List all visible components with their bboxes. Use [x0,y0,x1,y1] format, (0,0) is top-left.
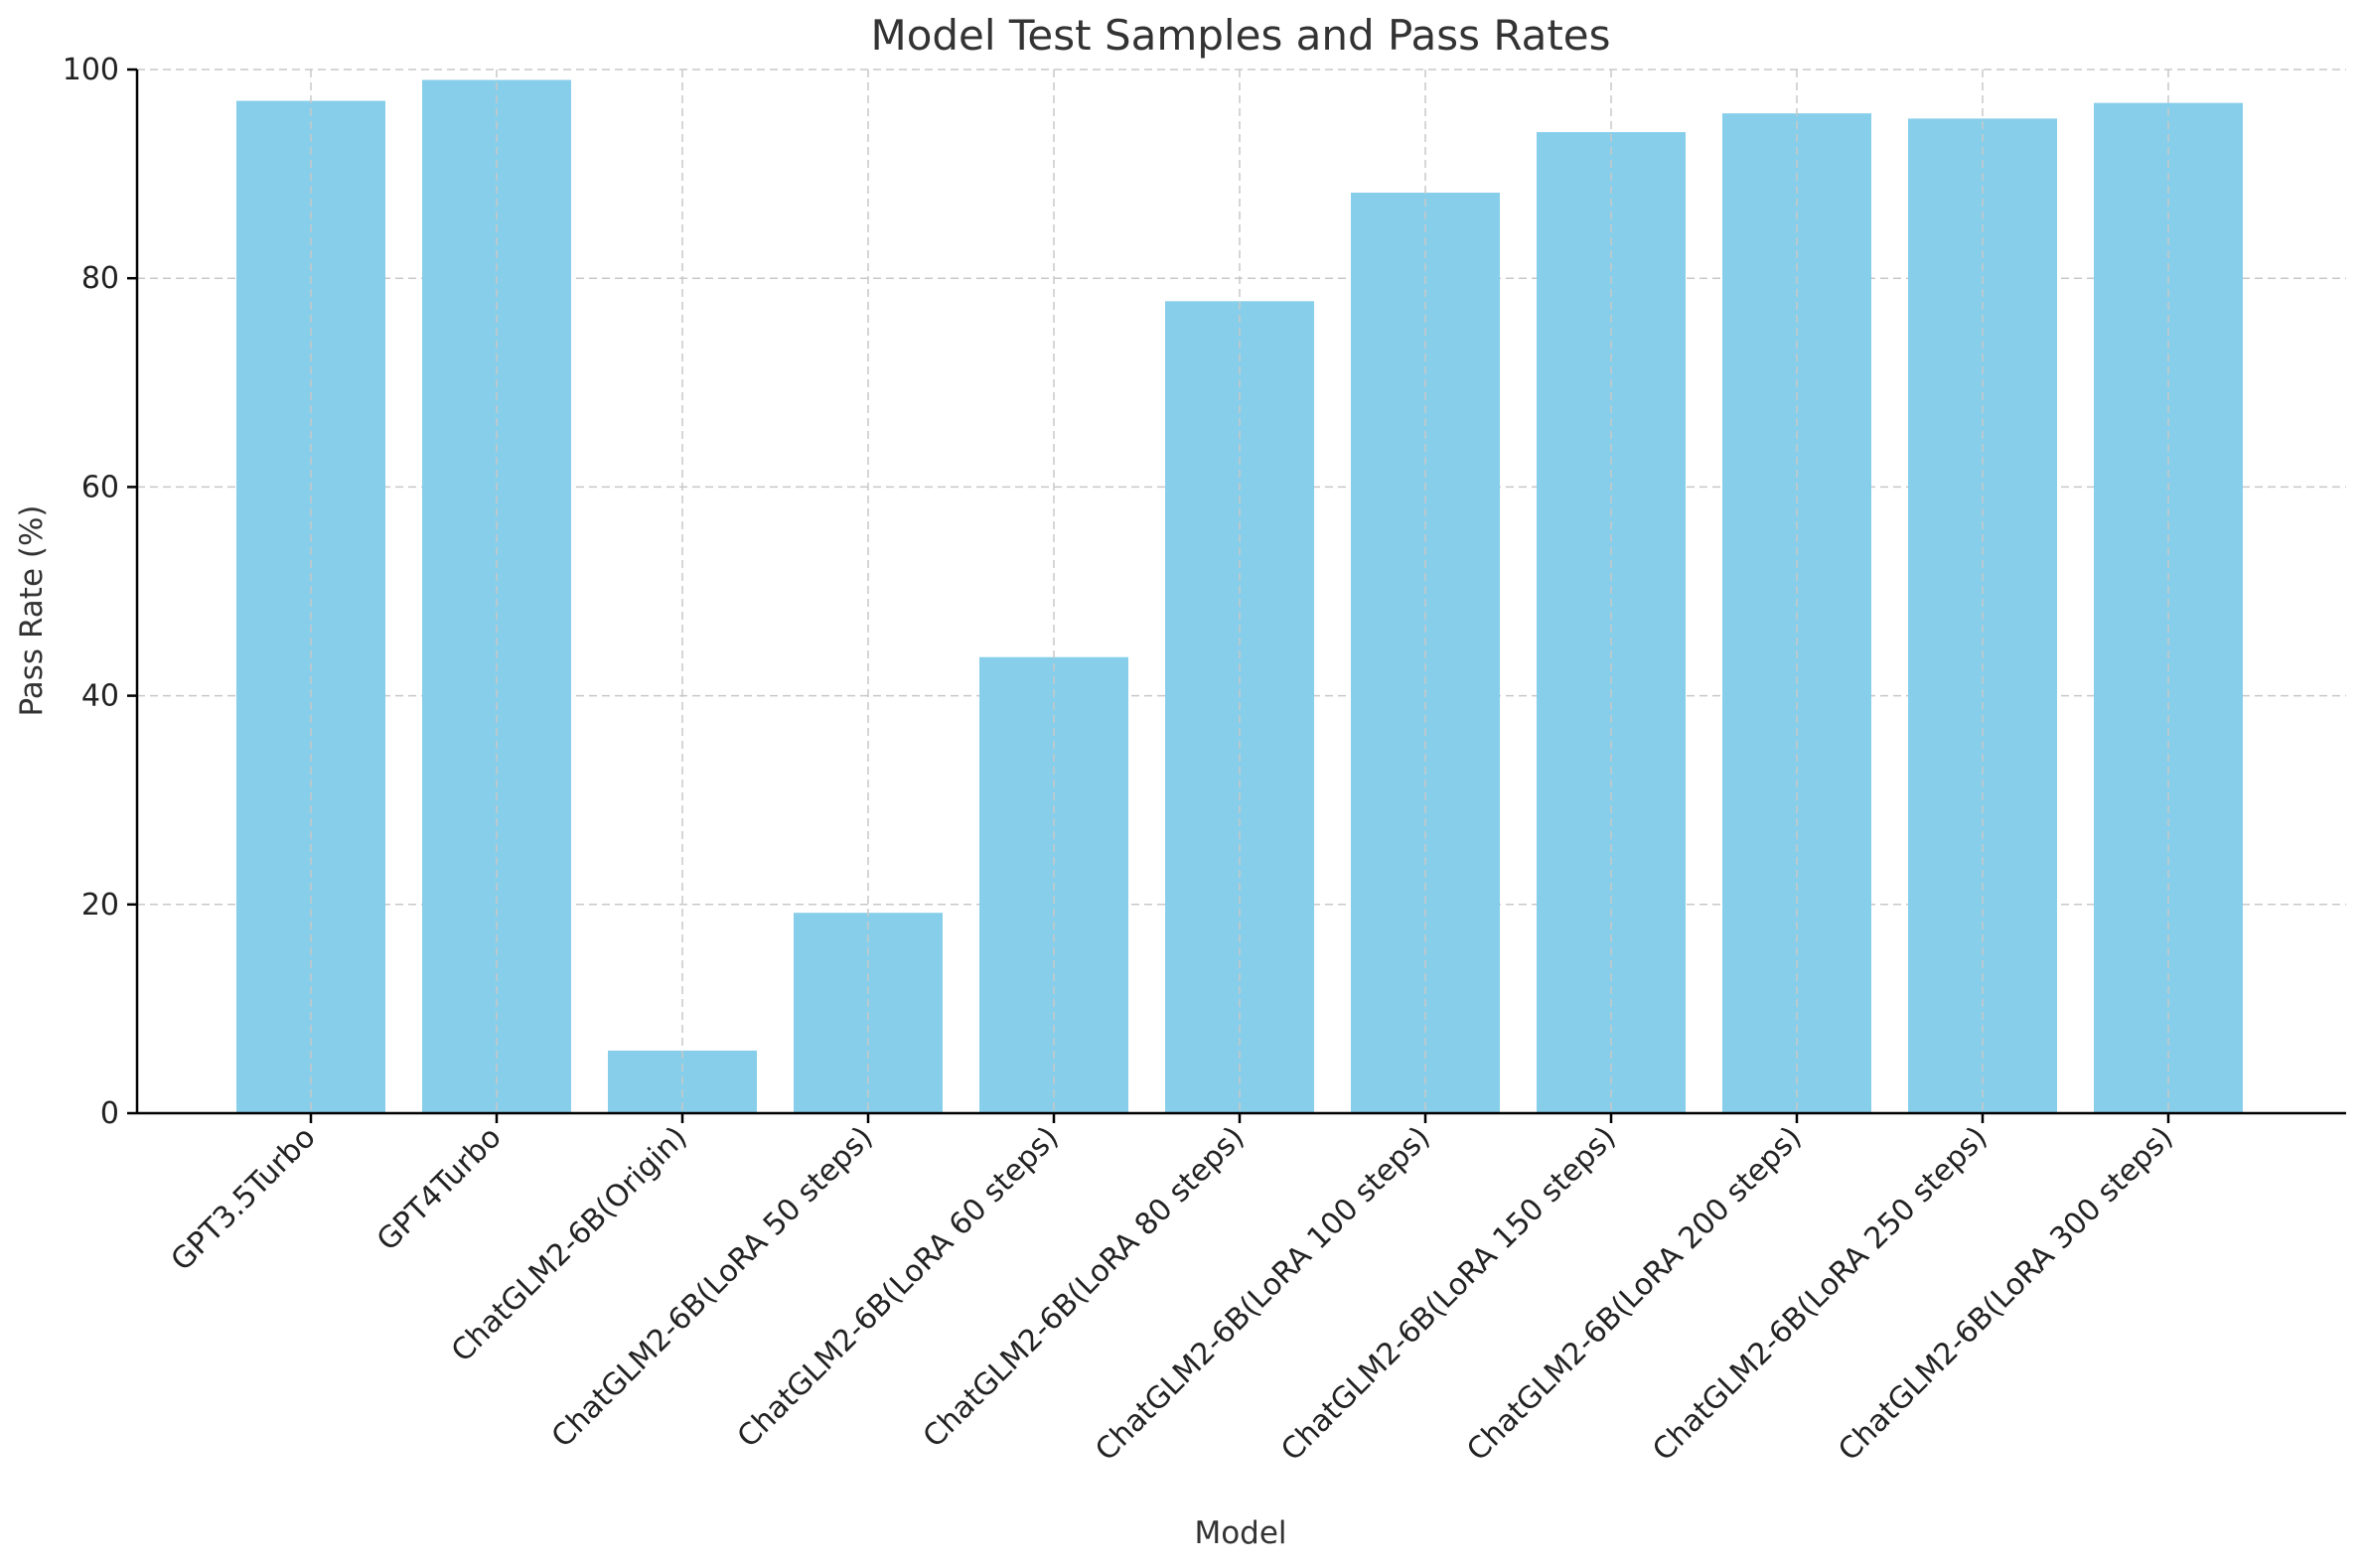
y-tick-labels: 0 20 40 60 80 100 [63,53,119,1131]
x-tick-label-10: ChatGLM2-6B(LoRA 300 steps) [1832,1120,2179,1468]
x-axis-label: Model [1194,1515,1286,1551]
x-tick-label-5: ChatGLM2-6B(LoRA 80 steps) [917,1120,1252,1455]
y-tick-label-3: 60 [81,470,119,504]
y-axis-label: Pass Rate (%) [14,504,50,716]
x-tick-label-1: GPT4Turbo [370,1120,509,1258]
bar-1 [422,79,571,1113]
y-tick-label-1: 20 [81,888,119,923]
x-tick-label-3: ChatGLM2-6B(LoRA 50 steps) [545,1120,880,1455]
x-tick-label-7: ChatGLM2-6B(LoRA 150 steps) [1274,1120,1622,1468]
axes-layer [127,68,2346,1123]
bars-layer [236,70,2243,1114]
y-tick-label-2: 40 [81,679,119,714]
x-tick-label-4: ChatGLM2-6B(LoRA 60 steps) [731,1120,1066,1455]
x-tick-labels: GPT3.5Turbo GPT4TurboChatGLM2-6B(Origin)C… [165,1120,2180,1468]
y-tick-label-4: 80 [81,261,119,296]
x-tick-label-6: ChatGLM2-6B(LoRA 100 steps) [1089,1120,1436,1468]
chart-title: Model Test Samples and Pass Rates [870,11,1610,60]
bar-10 [2094,102,2243,1113]
x-tick-label-9: ChatGLM2-6B(LoRA 250 steps) [1646,1120,1994,1468]
y-tick-label-5: 100 [63,53,119,87]
y-tick-label-0: 0 [100,1096,119,1131]
x-tick-label-0: GPT3.5Turbo [165,1120,323,1278]
x-tick-label-8: ChatGLM2-6B(LoRA 200 steps) [1460,1120,1808,1468]
